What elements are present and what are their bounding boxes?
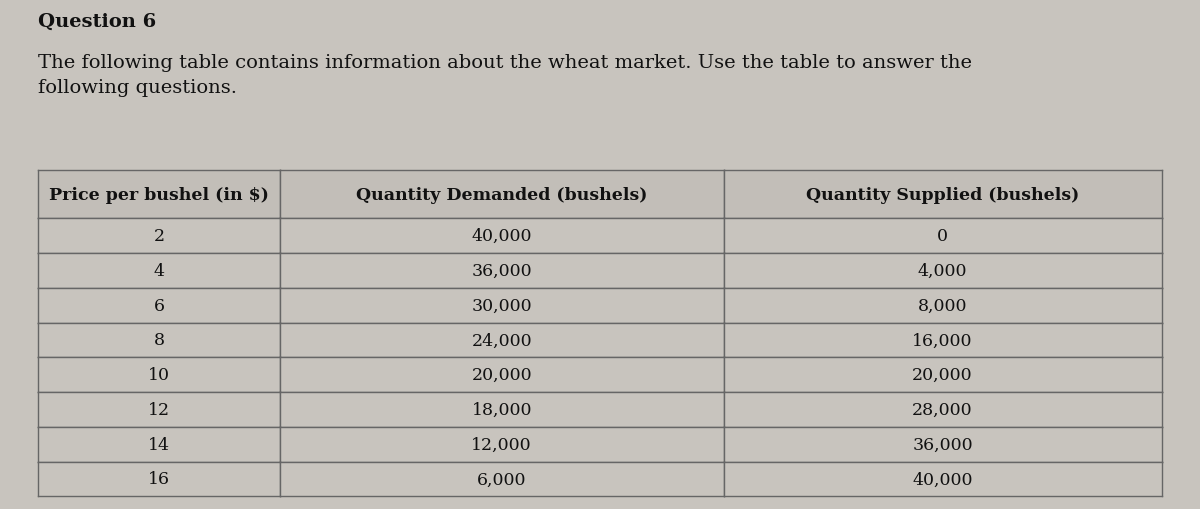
Text: 40,000: 40,000 <box>912 470 973 488</box>
Text: Quantity Supplied (bushels): Quantity Supplied (bushels) <box>806 186 1079 203</box>
Text: 16: 16 <box>148 470 170 488</box>
Text: 30,000: 30,000 <box>472 297 532 314</box>
Text: 36,000: 36,000 <box>472 263 532 279</box>
Text: 0: 0 <box>937 228 948 245</box>
Text: 10: 10 <box>148 366 170 383</box>
Text: Quantity Demanded (bushels): Quantity Demanded (bushels) <box>356 186 648 203</box>
Text: 24,000: 24,000 <box>472 332 532 349</box>
Text: 14: 14 <box>148 436 170 453</box>
Text: 20,000: 20,000 <box>472 366 532 383</box>
Text: 40,000: 40,000 <box>472 228 532 245</box>
Text: Question 6: Question 6 <box>38 13 157 31</box>
Text: 6: 6 <box>154 297 164 314</box>
Text: 2: 2 <box>154 228 164 245</box>
Text: 28,000: 28,000 <box>912 401 973 418</box>
Text: The following table contains information about the wheat market. Use the table t: The following table contains information… <box>38 53 972 96</box>
Text: 18,000: 18,000 <box>472 401 532 418</box>
Text: 8: 8 <box>154 332 164 349</box>
Text: 8,000: 8,000 <box>918 297 967 314</box>
Text: 6,000: 6,000 <box>476 470 527 488</box>
Text: 36,000: 36,000 <box>912 436 973 453</box>
Text: 12: 12 <box>148 401 170 418</box>
Text: Price per bushel (in $): Price per bushel (in $) <box>49 186 269 203</box>
Text: 12,000: 12,000 <box>472 436 532 453</box>
Text: 4,000: 4,000 <box>918 263 967 279</box>
Text: 16,000: 16,000 <box>912 332 973 349</box>
Text: 20,000: 20,000 <box>912 366 973 383</box>
Text: 4: 4 <box>154 263 164 279</box>
